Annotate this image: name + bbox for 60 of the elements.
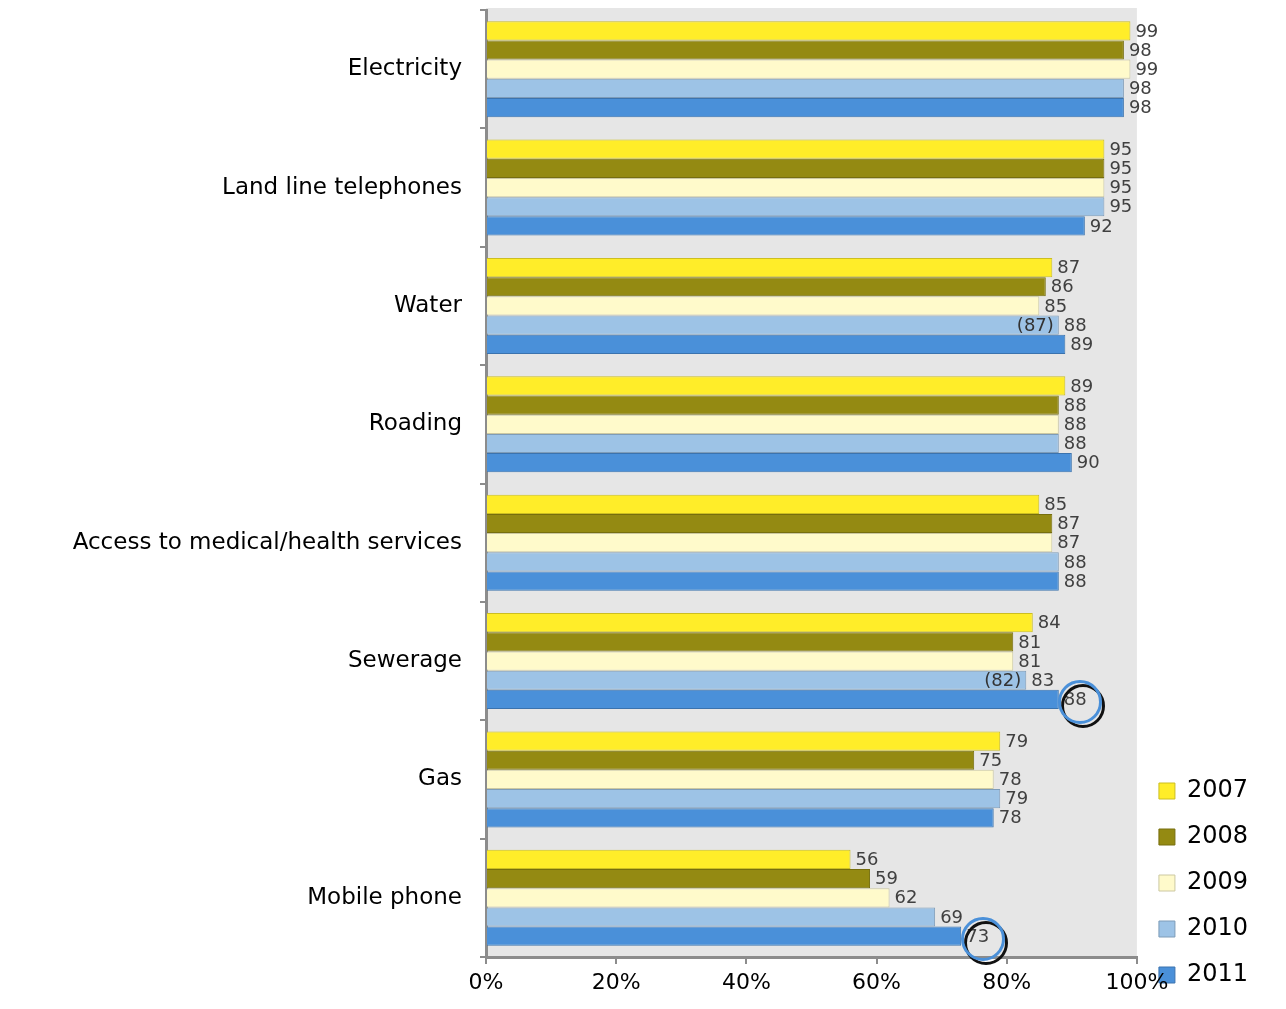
data-label: 98 [1128, 38, 1152, 60]
data-label: 62 [894, 886, 918, 908]
data-label: 99 [1135, 19, 1159, 41]
y-tick-label: Access to medical/health services [72, 527, 462, 554]
data-label: 73 [966, 924, 990, 946]
y-tick-label: Electricity [347, 54, 462, 81]
data-label: 88 [1063, 569, 1087, 591]
data-label: 85 [1044, 294, 1068, 316]
y-tick-label: Roading [368, 409, 462, 436]
y-tick-label: Gas [418, 764, 462, 791]
data-label: 78 [998, 768, 1022, 790]
data-label: 87 [1057, 512, 1081, 534]
y-tick-label: Land line telephones [222, 172, 462, 199]
data-label: 81 [1018, 649, 1042, 671]
data-label: 81 [1018, 630, 1042, 652]
x-tick-label: 100% [1105, 968, 1169, 994]
x-tick-label: 40% [721, 968, 771, 994]
data-label: 95 [1109, 157, 1133, 179]
data-label: 99 [1135, 57, 1159, 79]
data-label: 84 [1037, 611, 1061, 633]
legend-label: 2008 [1186, 821, 1248, 850]
data-label: 88 [1063, 432, 1087, 454]
y-tick-label: Mobile phone [307, 882, 462, 909]
annotation: (82) [984, 668, 1022, 690]
data-label: 95 [1109, 195, 1133, 217]
data-label: 87 [1057, 256, 1081, 278]
data-label: 83 [1031, 668, 1055, 690]
x-tick-label: 20% [591, 968, 641, 994]
data-label: 85 [1044, 493, 1068, 515]
legend-label: 2009 [1186, 867, 1248, 896]
data-label: 86 [1050, 275, 1074, 297]
annotation: (87) [1016, 313, 1054, 335]
data-label: 87 [1057, 531, 1081, 553]
data-label: 79 [1005, 729, 1029, 751]
data-label: 90 [1076, 451, 1100, 473]
data-label: 88 [1063, 550, 1087, 572]
data-label: 88 [1063, 313, 1087, 335]
x-tick-label: 80% [982, 968, 1032, 994]
y-tick-label: Sewerage [347, 646, 462, 673]
data-label: 59 [875, 867, 898, 889]
y-tick-label: Water [394, 290, 463, 317]
data-label: 92 [1089, 214, 1113, 236]
x-tick-label: 60% [852, 968, 902, 994]
legend-label: 2010 [1186, 913, 1248, 942]
data-label: 89 [1070, 332, 1094, 354]
data-label: 88 [1063, 393, 1087, 415]
data-label: 98 [1128, 96, 1152, 118]
legend-label: 2007 [1186, 775, 1248, 804]
data-label: 88 [1063, 412, 1087, 434]
legend-label: 2011 [1186, 959, 1248, 988]
data-label: 79 [1005, 787, 1029, 809]
data-label: 69 [940, 905, 964, 927]
data-label: 56 [855, 848, 879, 870]
data-label: 98 [1128, 77, 1152, 99]
data-label: 95 [1109, 137, 1133, 159]
x-tick-label: 0% [468, 968, 504, 994]
data-label: 78 [998, 806, 1022, 828]
data-label: 89 [1070, 374, 1094, 396]
data-label: 75 [979, 748, 1003, 770]
data-label: 95 [1109, 176, 1133, 198]
